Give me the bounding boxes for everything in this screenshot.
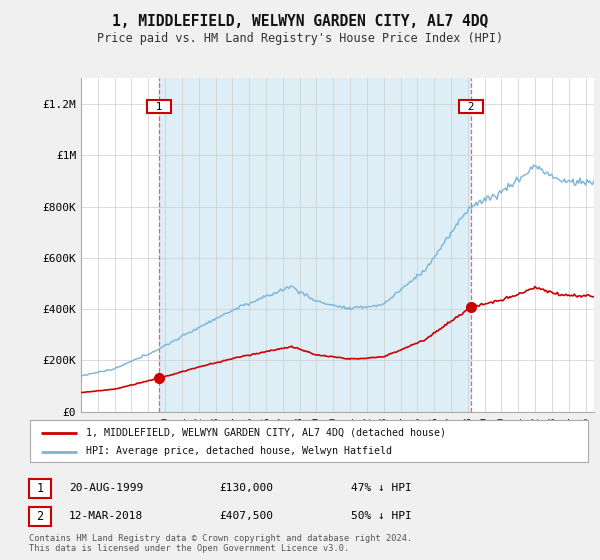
Text: Price paid vs. HM Land Registry's House Price Index (HPI): Price paid vs. HM Land Registry's House … — [97, 32, 503, 45]
Text: 2: 2 — [461, 102, 481, 112]
Text: 50% ↓ HPI: 50% ↓ HPI — [351, 511, 412, 521]
Text: 12-MAR-2018: 12-MAR-2018 — [69, 511, 143, 521]
Text: 47% ↓ HPI: 47% ↓ HPI — [351, 483, 412, 493]
Text: £407,500: £407,500 — [219, 511, 273, 521]
Text: 1: 1 — [37, 482, 43, 495]
Text: 1, MIDDLEFIELD, WELWYN GARDEN CITY, AL7 4DQ: 1, MIDDLEFIELD, WELWYN GARDEN CITY, AL7 … — [112, 14, 488, 29]
Text: Contains HM Land Registry data © Crown copyright and database right 2024.
This d: Contains HM Land Registry data © Crown c… — [29, 534, 412, 553]
Text: 2: 2 — [37, 510, 43, 523]
Text: 20-AUG-1999: 20-AUG-1999 — [69, 483, 143, 493]
Text: £130,000: £130,000 — [219, 483, 273, 493]
Text: 1: 1 — [149, 102, 169, 112]
Text: 1, MIDDLEFIELD, WELWYN GARDEN CITY, AL7 4DQ (detached house): 1, MIDDLEFIELD, WELWYN GARDEN CITY, AL7 … — [86, 428, 446, 437]
Bar — [159, 78, 471, 412]
Text: HPI: Average price, detached house, Welwyn Hatfield: HPI: Average price, detached house, Welw… — [86, 446, 392, 456]
